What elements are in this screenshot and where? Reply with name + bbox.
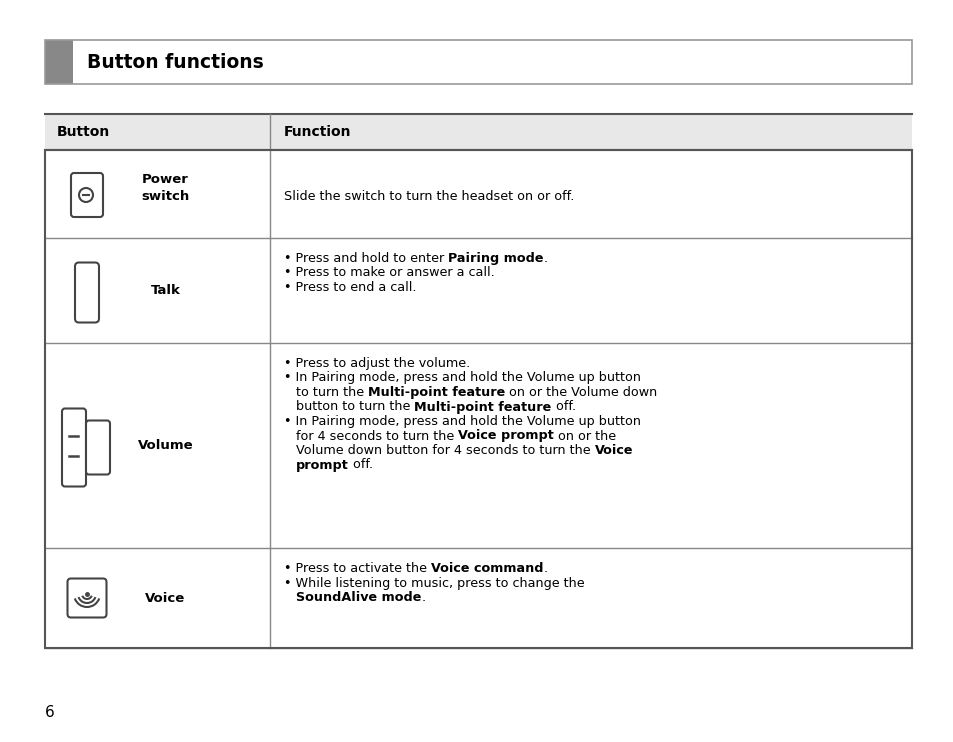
Text: • Press to activate the: • Press to activate the — [284, 562, 431, 575]
Text: • Press to end a call.: • Press to end a call. — [284, 281, 416, 294]
Text: .: . — [543, 252, 547, 265]
Text: Button functions: Button functions — [87, 53, 263, 71]
Circle shape — [79, 188, 92, 202]
Bar — [73, 40, 911, 84]
Text: SoundAlive mode: SoundAlive mode — [295, 591, 421, 604]
FancyBboxPatch shape — [68, 579, 107, 617]
Text: Voice: Voice — [145, 591, 186, 605]
Text: prompt: prompt — [295, 459, 349, 471]
Text: to turn the: to turn the — [284, 386, 368, 399]
Text: Volume down button for 4 seconds to turn the: Volume down button for 4 seconds to turn… — [284, 444, 594, 457]
Text: 6: 6 — [45, 705, 54, 720]
Text: Button: Button — [57, 125, 111, 139]
Text: for 4 seconds to turn the: for 4 seconds to turn the — [284, 430, 457, 442]
Text: button to turn the: button to turn the — [284, 401, 414, 413]
Text: Voice prompt: Voice prompt — [457, 430, 554, 442]
Bar — [45, 40, 73, 84]
Text: on or the: on or the — [554, 430, 616, 442]
Text: • Press to make or answer a call.: • Press to make or answer a call. — [284, 266, 495, 280]
Text: Power
switch: Power switch — [141, 173, 190, 203]
Text: • While listening to music, press to change the: • While listening to music, press to cha… — [284, 577, 584, 589]
Text: Volume: Volume — [137, 439, 193, 452]
Bar — [45, 40, 911, 84]
Text: on or the Volume down: on or the Volume down — [505, 386, 657, 399]
Text: Voice: Voice — [594, 444, 633, 457]
Text: • Press to adjust the volume.: • Press to adjust the volume. — [284, 357, 470, 370]
FancyBboxPatch shape — [75, 263, 99, 323]
Text: Talk: Talk — [151, 284, 180, 297]
Text: Function: Function — [284, 125, 351, 139]
Text: Slide the switch to turn the headset on or off.: Slide the switch to turn the headset on … — [284, 190, 574, 203]
Text: off.: off. — [349, 459, 373, 471]
Text: Voice command: Voice command — [431, 562, 543, 575]
Text: .: . — [421, 591, 425, 604]
Bar — [45, 114, 911, 150]
Text: .: . — [543, 562, 547, 575]
FancyBboxPatch shape — [71, 173, 103, 217]
Text: Multi-point feature: Multi-point feature — [368, 386, 505, 399]
Text: Multi-point feature: Multi-point feature — [414, 401, 551, 413]
Text: • In Pairing mode, press and hold the Volume up button: • In Pairing mode, press and hold the Vo… — [284, 415, 640, 428]
Text: • Press and hold to enter: • Press and hold to enter — [284, 252, 448, 265]
Text: • In Pairing mode, press and hold the Volume up button: • In Pairing mode, press and hold the Vo… — [284, 372, 640, 384]
Text: Pairing mode: Pairing mode — [448, 252, 543, 265]
Bar — [45, 150, 911, 648]
FancyBboxPatch shape — [86, 421, 110, 474]
FancyBboxPatch shape — [62, 409, 86, 487]
Text: off.: off. — [551, 401, 576, 413]
